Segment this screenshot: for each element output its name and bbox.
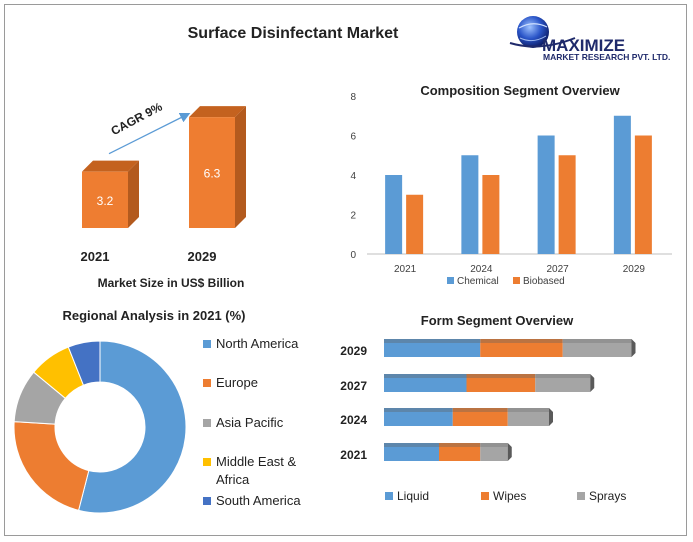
donut-legend-label: South America — [216, 493, 301, 508]
market-size-xlabel: Market Size in US$ Billion — [98, 276, 245, 290]
form-legend-label-liquid: Liquid — [397, 489, 429, 503]
form-bar-wipes-2024 — [452, 408, 508, 426]
donut-legend-label: Middle East & Africa — [216, 454, 297, 487]
form-legend-swatch-sprays — [577, 492, 585, 500]
donut-legend-swatch — [203, 340, 211, 348]
donut-legend-swatch — [203, 419, 211, 427]
form-bar-end-cap — [631, 339, 636, 357]
composition-bar-chemical-2027 — [537, 135, 555, 254]
composition-y-tick: 6 — [350, 132, 356, 143]
composition-bar-chemical-2024 — [461, 155, 479, 254]
form-bar-end-cap — [549, 408, 553, 426]
form-bar-sprays-2021 — [480, 443, 508, 461]
composition-y-tick: 0 — [350, 250, 356, 261]
composition-y-tick: 8 — [350, 92, 356, 103]
infographic-frame — [4, 4, 687, 536]
form-bar-wipes-2029 — [480, 339, 563, 357]
market-size-bar-2029 — [189, 106, 246, 228]
form-bar-end-cap — [507, 443, 512, 461]
form-legend-swatch-wipes — [481, 492, 489, 500]
regional-donut-chart: Regional Analysis in 2021 (%) North Amer… — [13, 308, 301, 514]
market-size-bar-2021 — [82, 160, 139, 228]
composition-x-tick: 2029 — [623, 264, 646, 275]
form-bar-sprays-2029 — [562, 339, 632, 357]
composition-bar-chemical-2021 — [385, 175, 403, 254]
donut-slice-south-america — [67, 340, 101, 386]
form-bar-sprays-2024 — [507, 408, 549, 426]
page-title: Surface Disinfectant Market — [188, 25, 399, 42]
composition-y-tick: 2 — [350, 211, 356, 222]
form-y-tick: 2029 — [340, 344, 367, 358]
donut-legend-swatch — [203, 458, 211, 466]
composition-bar-biobased-2021 — [406, 194, 424, 254]
composition-chart: Composition Segment Overview 0 2 4 6 8 2021 20… — [350, 83, 672, 287]
donut-legend-label: Asia Pacific — [216, 415, 284, 430]
composition-bar-chemical-2029 — [613, 115, 631, 254]
form-legend-label-sprays: Sprays — [589, 489, 626, 503]
cagr-annotation: CAGR 9% — [109, 99, 165, 138]
composition-x-tick: 2024 — [470, 264, 493, 275]
form-bar-sprays-2027 — [535, 374, 591, 392]
donut-legend-swatch — [203, 497, 211, 505]
form-y-tick: 2021 — [340, 448, 367, 462]
form-bar-wipes-2021 — [439, 443, 481, 461]
form-y-tick: 2027 — [340, 379, 367, 393]
company-logo: MAXIMIZE MARKET RESEARCH PVT. LTD. — [509, 16, 670, 62]
composition-x-tick: 2021 — [394, 264, 417, 275]
market-size-chart: Market Size in US$ Billion 3.2 2021 6.3 202… — [81, 99, 246, 290]
composition-bar-biobased-2027 — [558, 155, 576, 254]
market-size-value-label: 6.3 — [204, 167, 221, 181]
donut-slice-north-america — [78, 340, 187, 514]
form-bar-wipes-2027 — [466, 374, 536, 392]
legend-label-chemical: Chemical — [457, 276, 499, 287]
legend-swatch-biobased — [513, 277, 520, 284]
composition-y-tick: 4 — [350, 171, 356, 182]
form-bar-end-cap — [590, 374, 595, 392]
composition-x-tick: 2027 — [547, 264, 570, 275]
logo-subtitle: MARKET RESEARCH PVT. LTD. — [543, 52, 670, 62]
cagr-arrow — [108, 112, 191, 155]
legend-label-biobased: Biobased — [523, 276, 565, 287]
form-y-tick: 2024 — [340, 413, 367, 427]
donut-legend-label: North America — [216, 336, 299, 351]
market-size-year-label: 2021 — [81, 249, 110, 264]
form-chart-title: Form Segment Overview — [421, 313, 574, 328]
form-bar-liquid-2029 — [384, 339, 481, 357]
composition-bar-biobased-2029 — [634, 135, 652, 254]
form-bar-liquid-2021 — [384, 443, 439, 461]
donut-legend-label: Europe — [216, 375, 258, 390]
regional-chart-title: Regional Analysis in 2021 (%) — [62, 308, 245, 323]
market-size-value-label: 3.2 — [97, 194, 114, 208]
market-size-year-label: 2029 — [188, 249, 217, 264]
form-bar-liquid-2024 — [384, 408, 453, 426]
donut-slice-europe — [13, 421, 90, 511]
donut-legend-swatch — [203, 379, 211, 387]
form-legend-label-wipes: Wipes — [493, 489, 526, 503]
form-bar-liquid-2027 — [384, 374, 467, 392]
composition-bar-biobased-2024 — [482, 175, 500, 254]
form-segment-chart: Form Segment Overview 2029 2027 2024 2021 Li… — [340, 313, 636, 503]
logo-name: MAXIMIZE — [542, 36, 625, 55]
composition-chart-title: Composition Segment Overview — [420, 83, 620, 98]
legend-swatch-chemical — [447, 277, 454, 284]
form-legend-swatch-liquid — [385, 492, 393, 500]
